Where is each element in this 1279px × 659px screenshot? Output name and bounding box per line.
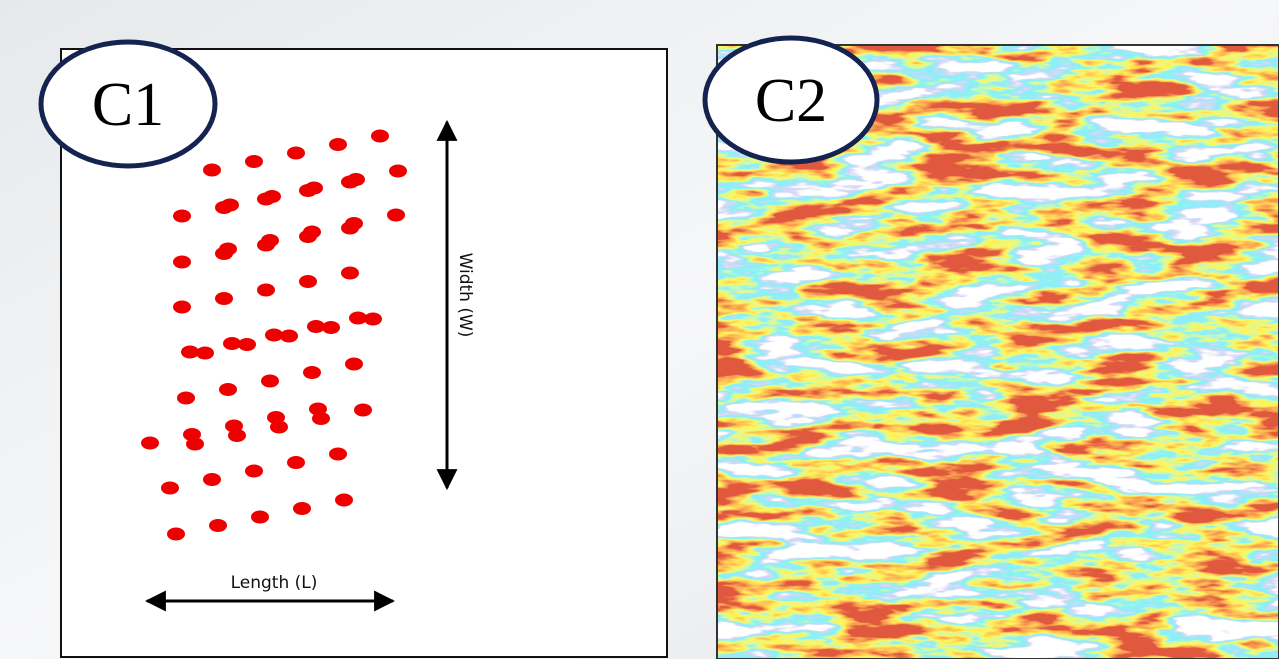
dot	[329, 448, 347, 461]
dot	[161, 482, 179, 495]
dot	[141, 437, 159, 450]
dot	[307, 320, 325, 333]
dot	[263, 190, 281, 203]
dot	[347, 173, 365, 186]
dot	[270, 421, 288, 434]
figure: Width (W) Length (L) C1 C2	[0, 0, 1279, 659]
dot	[177, 392, 195, 405]
dot	[287, 456, 305, 469]
dot	[387, 209, 405, 222]
page: Width (W) Length (L) C1 C2 (() => { cons…	[0, 0, 1279, 659]
width-label: Width (W)	[455, 253, 475, 338]
dot	[341, 222, 359, 235]
dot	[287, 147, 305, 160]
dot	[173, 301, 191, 314]
dot	[215, 247, 233, 260]
dot	[345, 358, 363, 371]
dot	[219, 383, 237, 396]
dot	[312, 412, 330, 425]
panel-label: C1	[92, 71, 164, 139]
dot	[223, 337, 241, 350]
dot	[349, 312, 367, 325]
dot	[261, 375, 279, 388]
dot	[257, 239, 275, 252]
dot	[245, 155, 263, 168]
dot	[335, 494, 353, 507]
dot	[228, 429, 246, 442]
dot	[257, 284, 275, 297]
dot	[167, 528, 185, 541]
dot	[371, 130, 389, 143]
dot	[299, 230, 317, 243]
dot	[173, 210, 191, 223]
panel-label: C2	[755, 67, 827, 135]
dot	[265, 329, 283, 342]
dot	[329, 138, 347, 151]
dot	[389, 165, 407, 178]
dot	[221, 199, 239, 212]
dot	[341, 267, 359, 280]
dot	[203, 473, 221, 486]
dot	[354, 404, 372, 417]
dot	[305, 182, 323, 195]
dot	[251, 511, 269, 524]
dot	[299, 275, 317, 288]
dot	[181, 346, 199, 359]
dot	[215, 292, 233, 305]
length-label: Length (L)	[231, 573, 318, 593]
dot	[303, 366, 321, 379]
dot	[293, 502, 311, 515]
dot	[173, 256, 191, 269]
dot	[245, 465, 263, 478]
dot	[209, 519, 227, 532]
dot	[186, 438, 204, 451]
dot	[203, 164, 221, 177]
